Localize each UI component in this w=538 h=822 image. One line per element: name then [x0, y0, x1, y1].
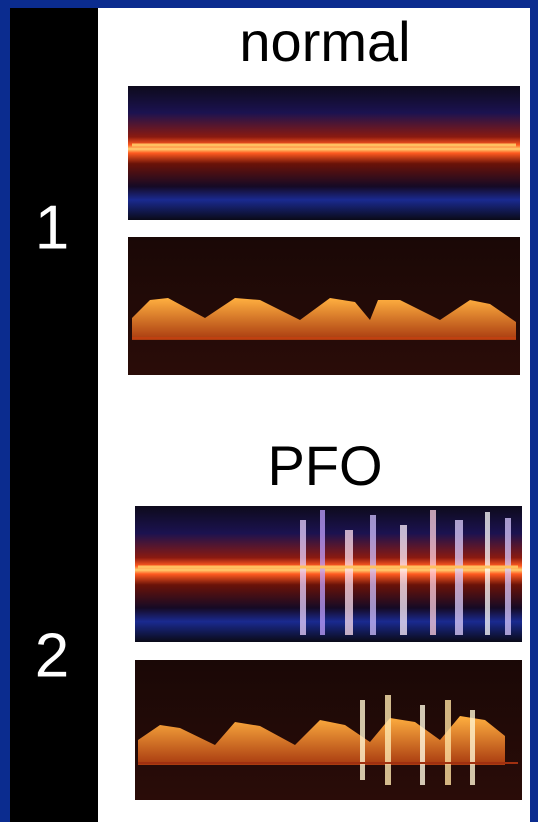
bubble-artifacts	[360, 695, 475, 785]
doppler-spectrogram	[135, 506, 522, 642]
doppler-spectrogram	[128, 86, 520, 220]
panel-number: 1	[35, 193, 69, 262]
panel-number: 2	[35, 621, 69, 690]
side-strip	[10, 8, 98, 822]
bubble-artifacts	[300, 510, 511, 635]
panel-title: normal	[239, 10, 410, 73]
panel-title: PFO	[267, 434, 382, 497]
waveform	[138, 716, 505, 765]
waveform	[132, 298, 516, 340]
